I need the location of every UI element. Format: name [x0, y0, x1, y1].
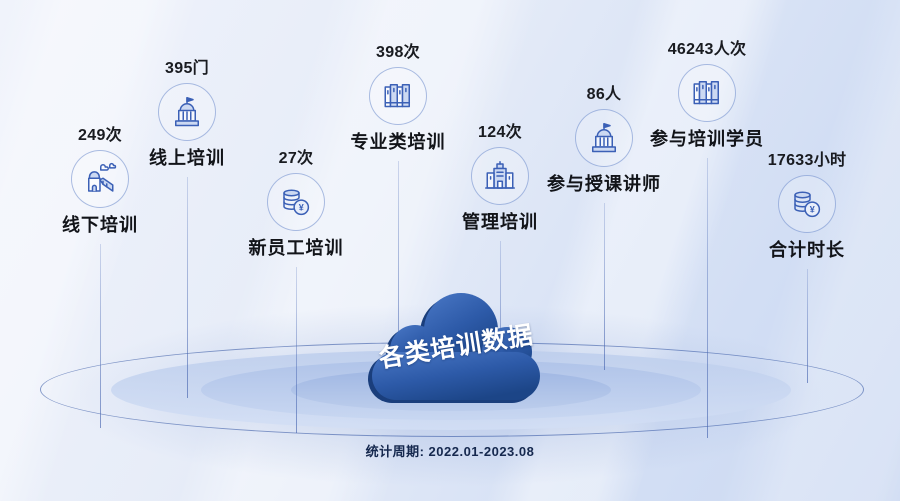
stat-icon-circle: [71, 150, 129, 208]
stat-item-new-employee-training: 27次 新员工培训: [221, 149, 371, 259]
stat-icon-circle: [267, 173, 325, 231]
connector-line-online-training: [187, 177, 188, 398]
stat-label: 线上培训: [149, 148, 225, 168]
stat-label: 参与授课讲师: [547, 174, 661, 194]
stat-label: 管理培训: [462, 212, 538, 232]
stat-label: 新员工培训: [248, 238, 344, 258]
stat-item-lecturers: 86人 参与授课讲师: [529, 85, 679, 195]
stat-value: 46243人次: [667, 41, 747, 58]
connector-line-trainees: [707, 158, 708, 438]
stat-label: 线下培训: [62, 215, 138, 235]
stat-icon-circle: [575, 109, 633, 167]
stat-label: 专业类培训: [350, 132, 446, 152]
books-icon: [689, 75, 725, 111]
stat-label: 参与培训学员: [650, 129, 764, 149]
stats-period: 统计周期: 2022.01-2023.08: [365, 444, 535, 459]
connector-line-total-hours: [807, 269, 808, 383]
stat-item-trainees: 46243人次 参与培训学员: [632, 40, 782, 150]
coins-icon: [789, 186, 825, 222]
stat-value: 86人: [586, 86, 622, 103]
building-icon: [482, 158, 518, 194]
coins-icon: [278, 184, 314, 220]
cloud-shape-icon: [368, 293, 540, 403]
school-flag-icon: [169, 94, 205, 130]
stat-value: 124次: [478, 124, 522, 141]
stat-item-online-training: 395门 线上培训: [112, 59, 262, 169]
stat-value: 27次: [278, 150, 314, 167]
stat-item-professional-training: 398次 专业类培训: [323, 43, 473, 153]
stat-item-offline-training: 249次 线下培训: [25, 126, 175, 236]
connector-line-new-employee-training: [296, 267, 297, 433]
stat-item-management-training: 124次 管理培训: [425, 123, 575, 233]
stat-icon-circle: [471, 147, 529, 205]
stat-label: 合计时长: [769, 240, 845, 260]
stat-item-total-hours: 17633小时 合计时长: [732, 151, 882, 261]
connector-line-lecturers: [604, 203, 605, 370]
stat-value: 249次: [78, 127, 122, 144]
stat-icon-circle: [778, 175, 836, 233]
stat-icon-circle: [158, 83, 216, 141]
stat-value: 395门: [165, 60, 209, 77]
stat-value: 398次: [376, 44, 420, 61]
connector-line-management-training: [500, 241, 501, 388]
stat-icon-circle: [369, 67, 427, 125]
connector-line-offline-training: [100, 244, 101, 428]
books-icon: [380, 78, 416, 114]
stat-value: 17633小时: [767, 152, 847, 169]
connector-line-professional-training: [398, 161, 399, 385]
center-cloud: 各类培训数据: [364, 289, 548, 409]
stat-icon-circle: [678, 64, 736, 122]
school-flag-icon: [586, 120, 622, 156]
